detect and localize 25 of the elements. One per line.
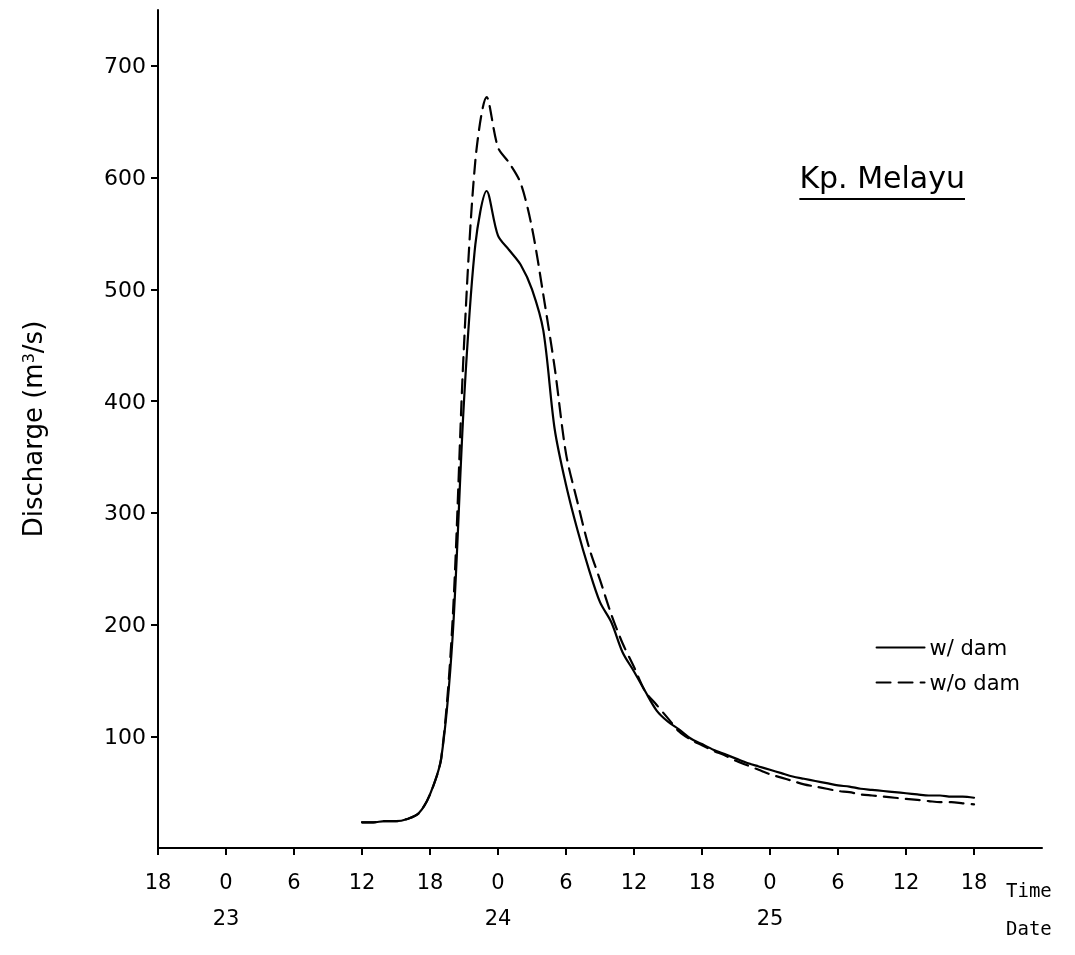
x-tick-label: 6 (831, 870, 845, 894)
x-tick-label: 18 (416, 870, 444, 894)
x-tick-label: 12 (620, 870, 648, 894)
x-tick-label: 18 (960, 870, 988, 894)
y-tick-label: 600 (104, 165, 146, 191)
x-tick-label: 18 (144, 870, 172, 894)
x-tick-label: 0 23 (212, 870, 240, 930)
x-axis-title: Time (1006, 879, 1052, 901)
x-tick-label: 6 (559, 870, 573, 894)
x-tick-label: 12 (892, 870, 920, 894)
x-tick-label: 0 25 (756, 870, 784, 930)
y-tick-label: 700 (104, 53, 146, 79)
y-tick-label: 300 (104, 500, 146, 526)
text: Date (1006, 917, 1052, 939)
x-tick-label: 6 (287, 870, 301, 894)
x-tick-label: 18 (688, 870, 716, 894)
y-tick-label: 200 (104, 612, 146, 638)
y-tick-label: 400 (104, 388, 146, 414)
y-axis-title: Discharge (m3/s) (18, 320, 48, 538)
y-tick-label: 500 (104, 276, 146, 302)
y-tick-label: 100 (104, 723, 146, 749)
x-tick-label: 12 (348, 870, 376, 894)
legend-label: w/ dam (929, 635, 1008, 660)
legend-label: w/o dam (929, 670, 1021, 695)
x-tick-label: 0 24 (484, 870, 512, 930)
